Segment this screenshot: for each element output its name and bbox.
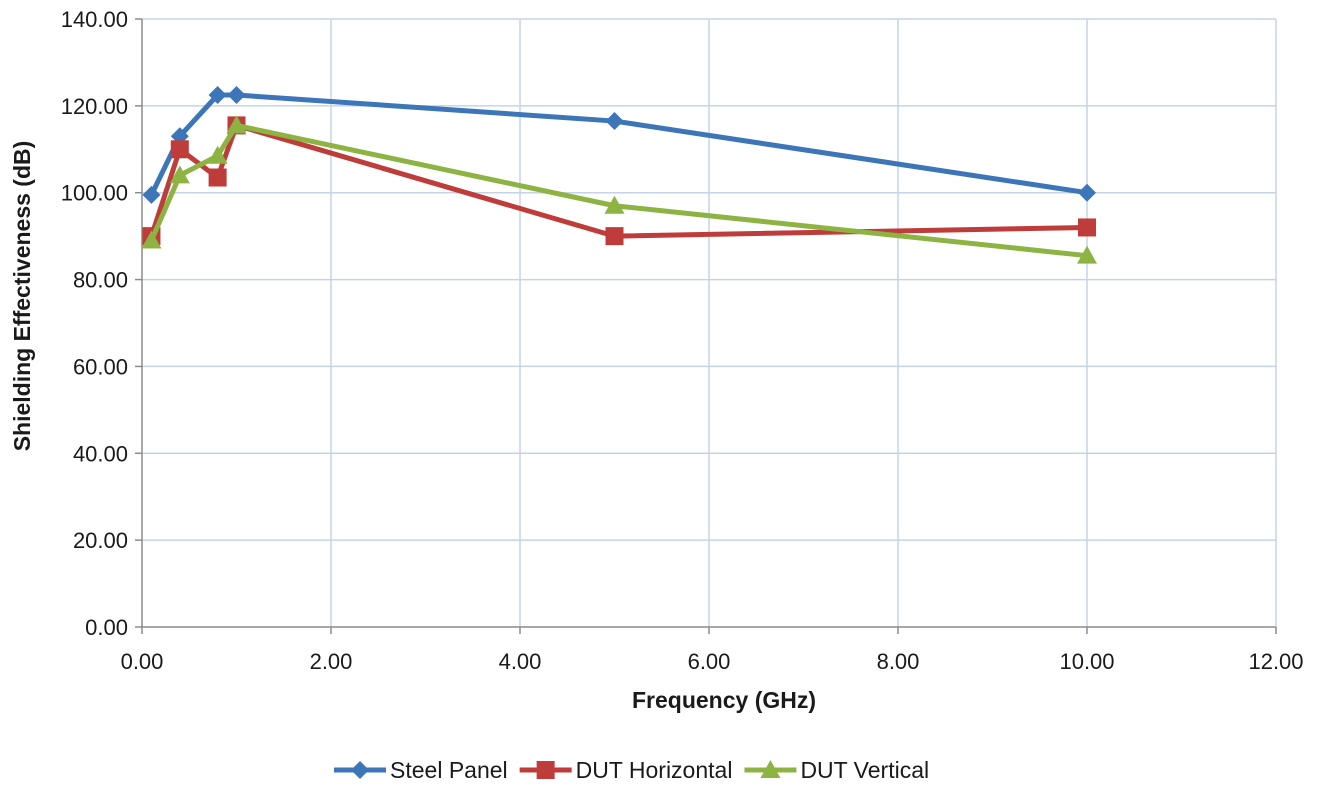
x-tick-label: 0.00 [121,649,164,674]
y-tick-label: 40.00 [73,441,128,466]
series-line [149,122,1088,239]
triangle-marker [226,115,247,134]
grid [142,18,1277,627]
diamond-marker [142,185,161,204]
diamond-marker [227,86,246,104]
legend-triangle-marker [760,760,781,778]
y-tick-label: 140.00 [61,7,128,32]
tick-labels: 0.00 20.00 40.00 60.00 80.00 100.00 120.00 140.… [61,7,1304,674]
x-tick-label: 8.00 [877,649,920,674]
triangle-marker [169,165,190,184]
legend-square-marker [536,761,555,779]
y-tick-label: 0.00 [85,615,128,640]
legend-label: DUT Vertical [800,757,929,783]
legend-label: Steel Panel [390,757,508,783]
triangle-marker [141,230,162,249]
diamond-marker [1078,183,1096,202]
legend: Steel Panel DUT Horizontal DUT Vertical [334,757,929,783]
series-line [149,92,1088,196]
series-line [149,122,1088,259]
x-tick-label: 12.00 [1248,649,1303,674]
legend-item: DUT Vertical [744,757,929,783]
x-tick-label: 4.00 [499,649,542,674]
series-layer [141,86,1097,264]
legend-item: Steel Panel [334,757,508,783]
legend-diamond-marker [351,761,369,779]
diamond-marker [208,86,227,104]
y-axis-title: Shielding Effectiveness (dB) [9,141,35,452]
legend-label: DUT Horizontal [576,757,733,783]
square-marker [605,227,624,246]
y-tick-label: 80.00 [73,268,128,293]
series-dut-vertical [141,115,1097,264]
y-tick-label: 100.00 [61,181,128,206]
x-tick-label: 2.00 [310,649,353,674]
legend-item: DUT Horizontal [519,757,733,783]
square-marker [170,140,189,159]
x-tick-label: 6.00 [688,649,731,674]
square-marker [1078,218,1096,237]
triangle-marker [207,145,228,164]
series-steel-panel [142,86,1096,204]
x-tick-label: 10.00 [1059,649,1114,674]
x-axis-title: Frequency (GHz) [632,687,816,713]
y-tick-label: 20.00 [73,528,128,553]
triangle-marker [604,195,625,214]
triangle-marker [1077,245,1097,264]
y-tick-label: 120.00 [61,94,128,119]
axes [135,18,1277,634]
square-marker [208,168,227,187]
y-tick-label: 60.00 [73,354,128,379]
diamond-marker [605,112,624,131]
